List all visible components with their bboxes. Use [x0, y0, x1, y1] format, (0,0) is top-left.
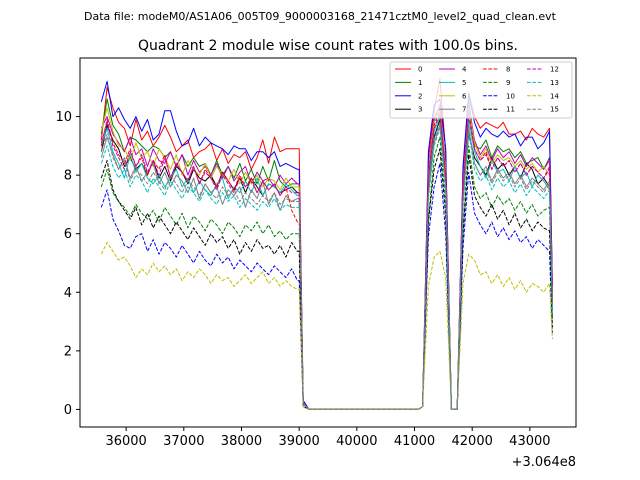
legend-label-7: 7 — [462, 106, 466, 114]
plot-frame — [79, 57, 577, 428]
legend-label-10: 10 — [506, 92, 515, 100]
x-tick-label: 40000 — [336, 434, 377, 449]
x-tick-label: 38000 — [221, 434, 262, 449]
y-tick-label: 0 — [64, 403, 72, 418]
chart-title: Quadrant 2 module wise count rates with … — [138, 38, 518, 54]
suptitle: Data file: modeM0/AS1A06_005T09_90000031… — [84, 10, 557, 23]
x-tick-label: 42000 — [452, 434, 493, 449]
legend-label-8: 8 — [506, 66, 510, 74]
legend-label-13: 13 — [550, 79, 559, 87]
legend-label-14: 14 — [550, 92, 559, 100]
x-tick-label: 43000 — [509, 434, 550, 449]
legend-label-12: 12 — [550, 66, 559, 74]
legend-label-1: 1 — [418, 79, 422, 87]
legend-label-15: 15 — [550, 106, 559, 114]
legend-label-5: 5 — [462, 79, 466, 87]
y-tick-label: 10 — [55, 110, 72, 125]
x-tick-label: 37000 — [163, 434, 204, 449]
legend-label-11: 11 — [506, 106, 515, 114]
legend-label-3: 3 — [418, 106, 422, 114]
x-axis: 36000 37000 38000 39000 40000 41000 42000 43000 — [105, 427, 551, 449]
legend-label-2: 2 — [418, 92, 422, 100]
x-offset-label: +3.064e8 — [512, 455, 576, 470]
series-line-15 — [100, 121, 553, 410]
y-tick-label: 4 — [64, 286, 72, 301]
legend-label-4: 4 — [462, 66, 467, 74]
series-line-14 — [100, 242, 553, 410]
y-axis: 0 2 4 6 8 10 — [55, 110, 80, 418]
legend-label-6: 6 — [462, 92, 467, 100]
y-tick-label: 6 — [64, 227, 72, 242]
legend-label-9: 9 — [506, 79, 510, 87]
y-tick-label: 8 — [64, 169, 72, 184]
legend-label-0: 0 — [418, 66, 422, 74]
legend-frame — [389, 61, 573, 119]
x-tick-label: 36000 — [105, 434, 146, 449]
x-tick-label: 41000 — [394, 434, 435, 449]
x-tick-label: 39000 — [278, 434, 319, 449]
y-tick-label: 2 — [64, 344, 72, 359]
series-layer — [100, 78, 553, 410]
